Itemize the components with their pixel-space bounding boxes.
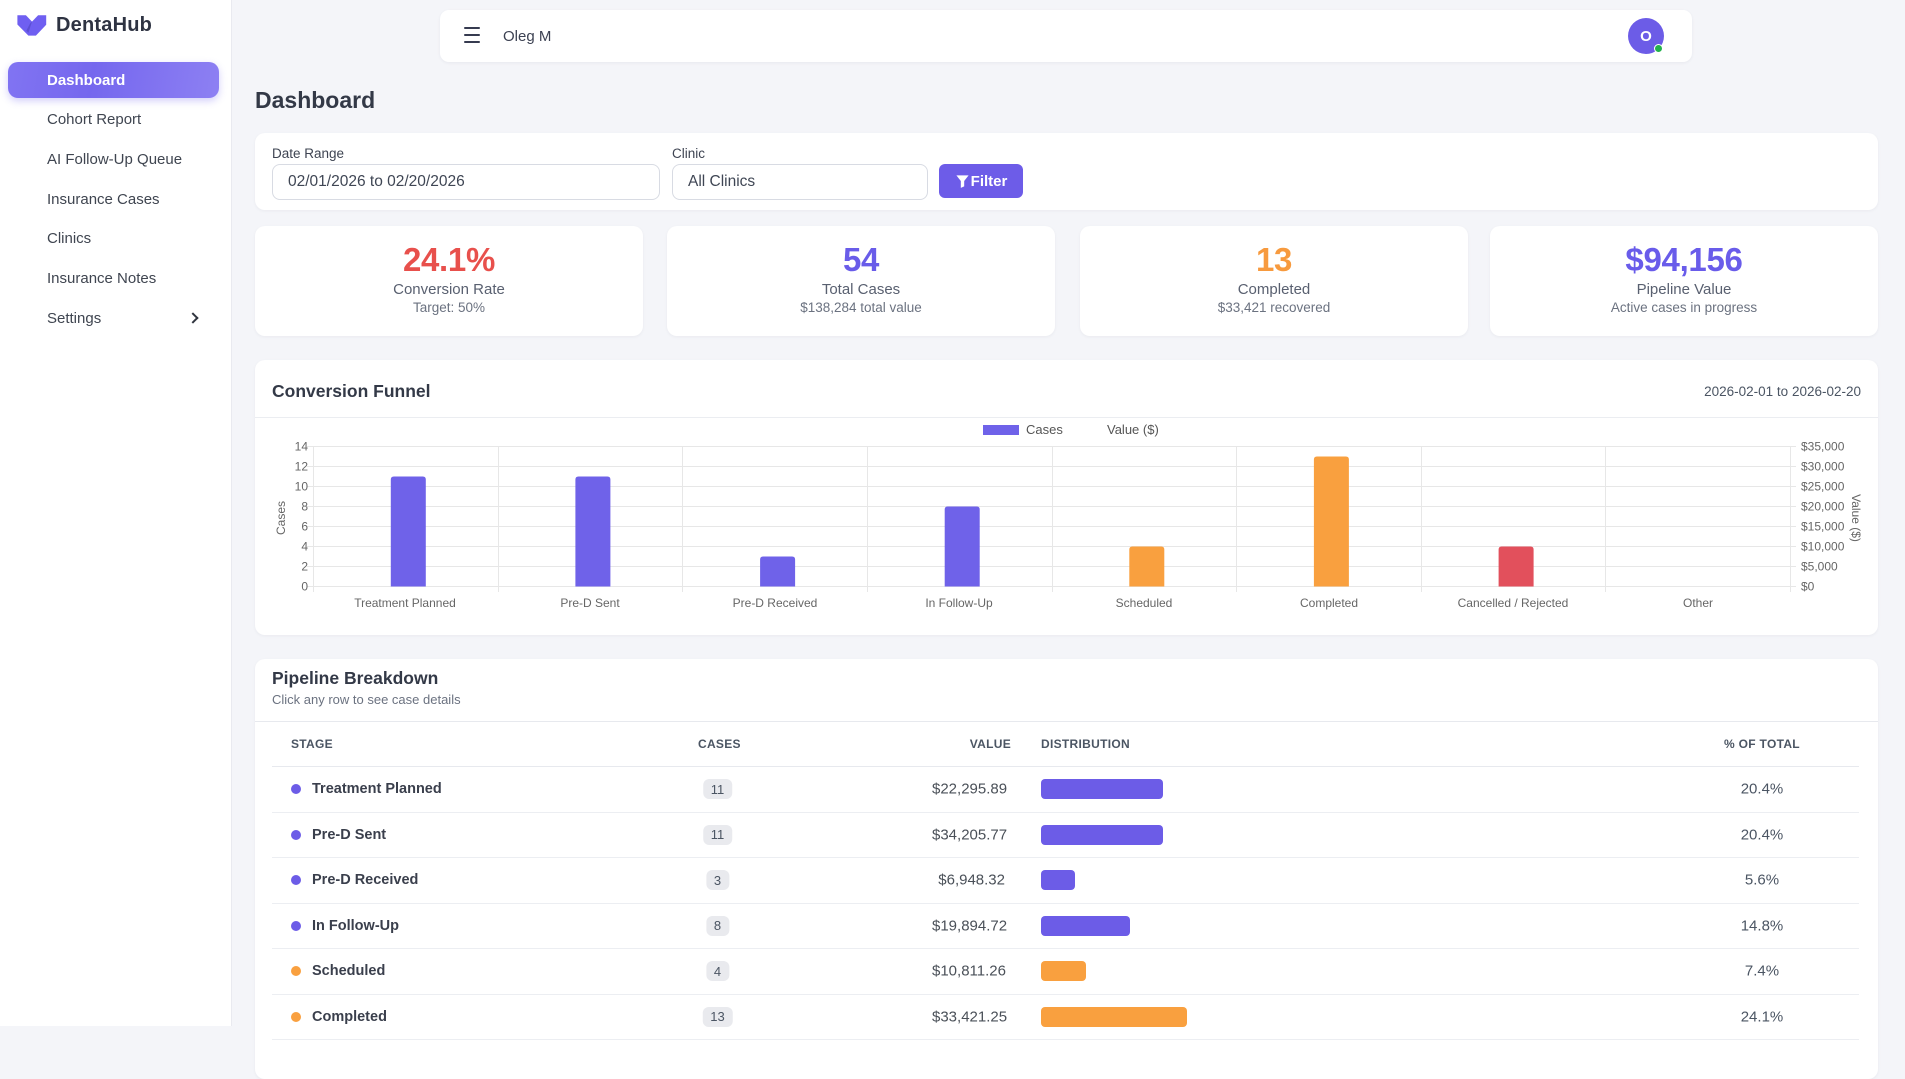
- svg-text:$30,000: $30,000: [1801, 460, 1845, 474]
- svg-text:Treatment Planned: Treatment Planned: [354, 596, 456, 610]
- svg-text:Cancelled / Rejected: Cancelled / Rejected: [1458, 596, 1569, 610]
- svg-text:0: 0: [301, 580, 308, 594]
- svg-text:14: 14: [295, 440, 309, 454]
- svg-text:$25,000: $25,000: [1801, 480, 1845, 494]
- svg-text:6: 6: [301, 520, 308, 534]
- svg-text:$35,000: $35,000: [1801, 440, 1845, 454]
- svg-text:12: 12: [295, 460, 309, 474]
- svg-text:4: 4: [301, 540, 308, 554]
- svg-text:Value ($): Value ($): [1107, 422, 1159, 437]
- svg-text:Completed: Completed: [1300, 596, 1358, 610]
- svg-text:$10,000: $10,000: [1801, 540, 1845, 554]
- svg-text:10: 10: [295, 480, 309, 494]
- svg-text:Cases: Cases: [1026, 422, 1063, 437]
- svg-text:$20,000: $20,000: [1801, 500, 1845, 514]
- svg-text:$15,000: $15,000: [1801, 520, 1845, 534]
- svg-text:Cases: Cases: [274, 501, 288, 535]
- svg-text:Scheduled: Scheduled: [1116, 596, 1173, 610]
- svg-text:Pre-D Received: Pre-D Received: [733, 596, 818, 610]
- svg-text:Value ($): Value ($): [1849, 494, 1863, 542]
- svg-text:$5,000: $5,000: [1801, 560, 1838, 574]
- svg-text:Pre-D Sent: Pre-D Sent: [560, 596, 620, 610]
- svg-text:2: 2: [301, 560, 308, 574]
- svg-text:8: 8: [301, 500, 308, 514]
- svg-text:Other: Other: [1683, 596, 1713, 610]
- svg-text:In Follow-Up: In Follow-Up: [925, 596, 993, 610]
- svg-text:$0: $0: [1801, 580, 1815, 594]
